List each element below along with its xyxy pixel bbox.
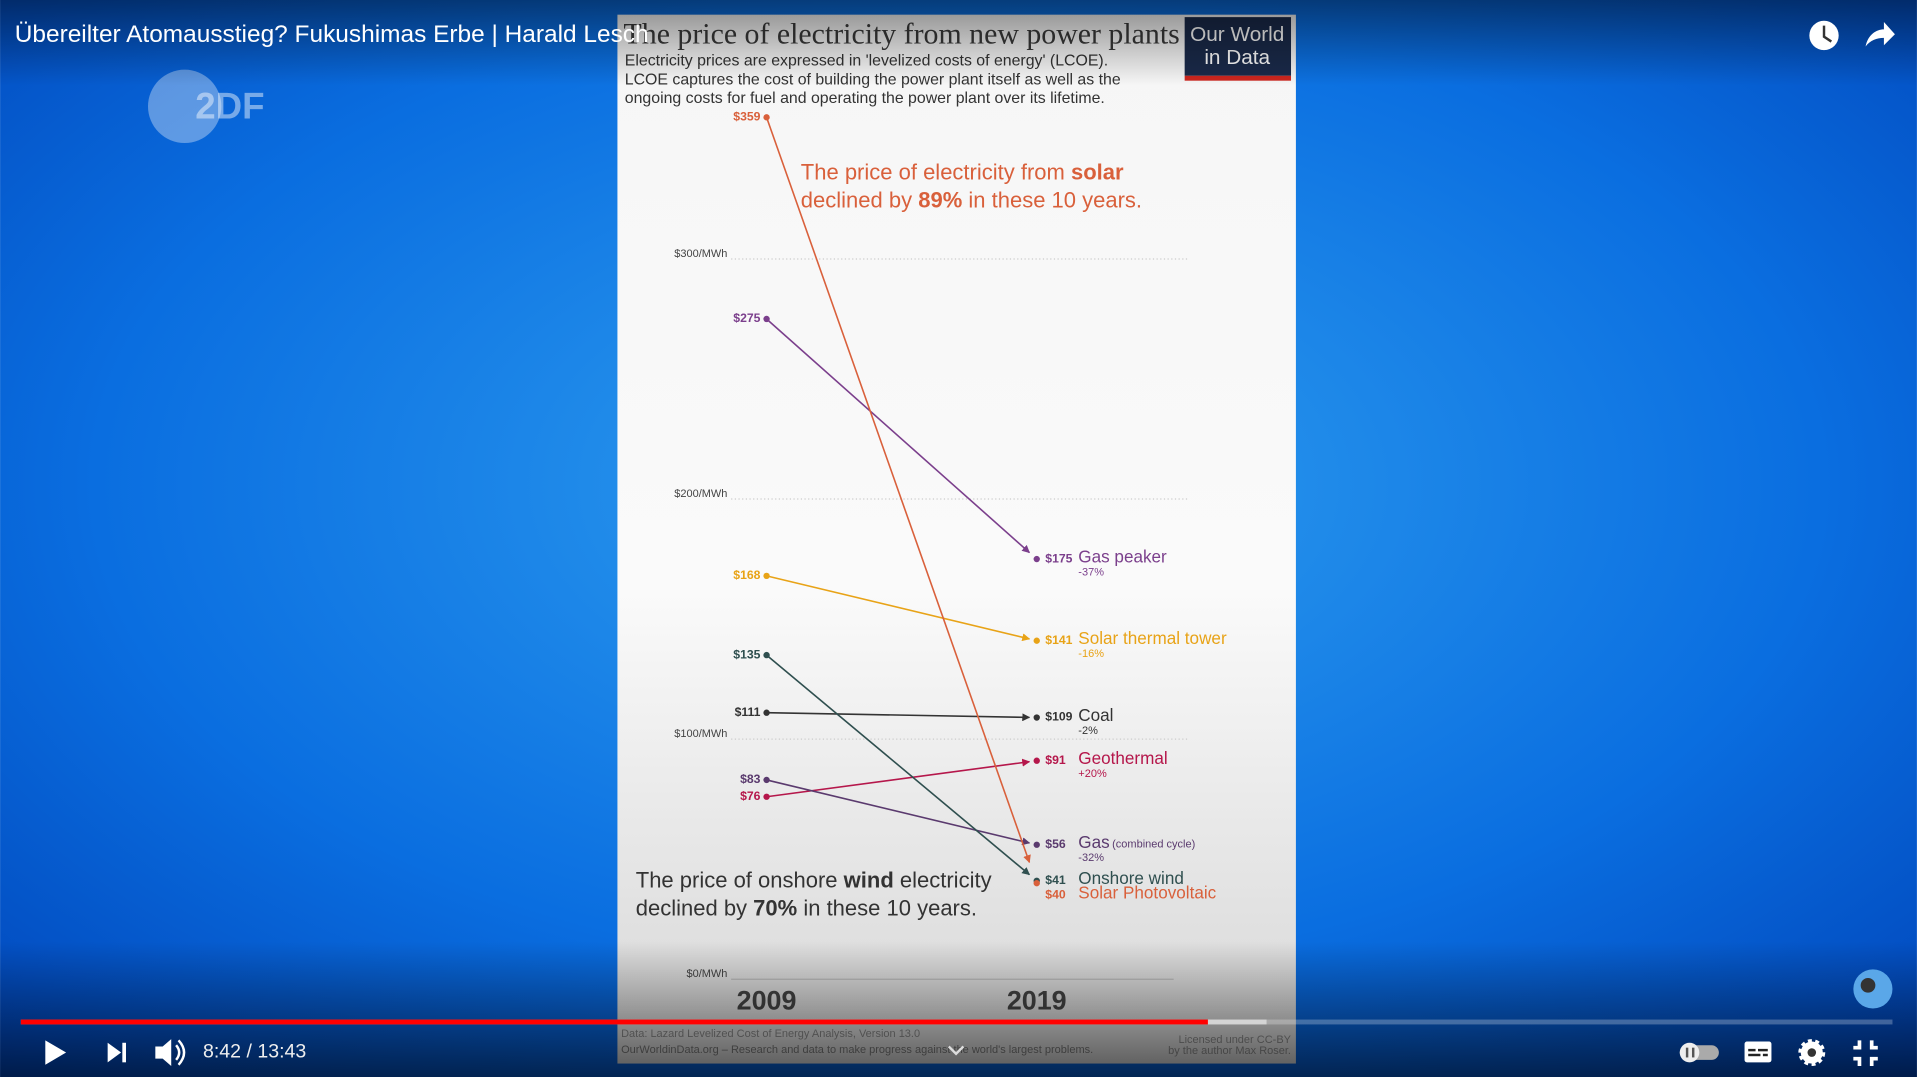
annotation-part: 70% bbox=[753, 895, 797, 920]
series-line bbox=[766, 318, 1030, 554]
annotation-part: The price of onshore bbox=[636, 867, 844, 892]
annotation-part: declined by bbox=[801, 188, 918, 213]
change-label: -37% bbox=[1078, 566, 1104, 578]
start-value-label: $111 bbox=[735, 705, 761, 719]
start-value-label: $359 bbox=[733, 110, 760, 124]
point bbox=[763, 709, 770, 716]
progress-played bbox=[20, 1019, 1208, 1025]
series-name: Geothermal bbox=[1078, 749, 1167, 768]
start-value-label: $168 bbox=[733, 568, 760, 582]
point bbox=[1033, 879, 1040, 887]
subtitles-button[interactable] bbox=[1744, 1041, 1772, 1063]
point bbox=[763, 776, 770, 784]
annotation: declined by 89% in these 10 years. bbox=[801, 188, 1142, 213]
change-label: -2% bbox=[1078, 725, 1098, 737]
annotation-part: 89% bbox=[918, 188, 962, 213]
top-shade bbox=[0, 0, 1917, 86]
y-tick-label: $100/MWh bbox=[674, 728, 727, 740]
share-button[interactable] bbox=[1865, 22, 1895, 47]
point bbox=[763, 114, 770, 121]
series-line bbox=[766, 779, 1031, 846]
video-title[interactable]: Übereilter Atomausstieg? Fukushimas Erbe… bbox=[15, 21, 649, 48]
point bbox=[1033, 841, 1040, 848]
volume-button[interactable] bbox=[155, 1039, 186, 1066]
logo-circle bbox=[147, 69, 222, 144]
next-button[interactable] bbox=[107, 1042, 126, 1063]
series-name: Solar thermal tower bbox=[1078, 629, 1227, 648]
start-value-label: $135 bbox=[733, 647, 760, 661]
point bbox=[1033, 555, 1040, 563]
annotation-part: declined by bbox=[636, 895, 753, 920]
series-name: Gas peaker bbox=[1078, 547, 1167, 566]
series-name: Gas bbox=[1078, 833, 1109, 852]
end-value-label: $91 bbox=[1045, 753, 1066, 767]
annotation: declined by 70% in these 10 years. bbox=[636, 895, 977, 920]
annotation-part: electricity bbox=[894, 867, 992, 892]
series-line bbox=[766, 654, 1031, 876]
channel-logo: 2DF bbox=[147, 69, 265, 144]
annotation-part: wind bbox=[843, 867, 894, 892]
series-name: Coal bbox=[1078, 706, 1113, 725]
end-value-label: $41 bbox=[1045, 873, 1066, 887]
point bbox=[763, 572, 770, 580]
y-tick-label: $300/MWh bbox=[674, 248, 727, 260]
chart-panel bbox=[617, 14, 1296, 1064]
series-name: Solar Photovoltaic bbox=[1078, 884, 1216, 903]
avatar[interactable] bbox=[1853, 969, 1893, 1009]
annotation-part: solar bbox=[1071, 159, 1124, 184]
annotation: The price of electricity from solar bbox=[801, 159, 1124, 184]
time-display: 8:42 / 13:43 bbox=[203, 1041, 306, 1063]
logo-text: 2DF bbox=[195, 85, 264, 126]
point bbox=[1033, 714, 1040, 721]
start-value-label: $83 bbox=[740, 772, 761, 786]
point bbox=[763, 315, 770, 323]
end-value-label: $56 bbox=[1045, 837, 1066, 851]
exit-fullscreen-button[interactable] bbox=[1853, 1040, 1878, 1066]
start-value-label: $275 bbox=[733, 311, 760, 325]
series-line bbox=[766, 711, 1031, 722]
annotation-part: in these 10 years. bbox=[797, 895, 977, 920]
settings-button[interactable] bbox=[1798, 1039, 1826, 1066]
play-button[interactable] bbox=[45, 1040, 67, 1065]
point bbox=[1033, 637, 1040, 644]
end-value-label: $175 bbox=[1045, 551, 1072, 565]
series-name-note: (combined cycle) bbox=[1112, 839, 1195, 851]
change-label: -16% bbox=[1078, 648, 1104, 660]
annotation: The price of onshore wind electricity bbox=[636, 867, 992, 892]
series-line bbox=[766, 575, 1031, 642]
end-value-label: $40 bbox=[1045, 888, 1066, 902]
y-tick-label: $200/MWh bbox=[674, 488, 727, 500]
start-value-label: $76 bbox=[740, 789, 761, 803]
chart-subtitle: ongoing costs for fuel and operating the… bbox=[625, 90, 1105, 107]
point bbox=[1033, 757, 1040, 764]
annotation-part: The price of electricity from bbox=[801, 159, 1071, 184]
end-value-label: $141 bbox=[1045, 633, 1072, 647]
watch-later-button[interactable] bbox=[1809, 20, 1839, 51]
series-line bbox=[765, 117, 1031, 864]
autoplay-toggle[interactable] bbox=[1679, 1042, 1719, 1063]
end-value-label: $109 bbox=[1045, 710, 1072, 724]
point bbox=[763, 793, 770, 800]
change-label: +20% bbox=[1078, 768, 1107, 780]
annotation-part: in these 10 years. bbox=[962, 188, 1142, 213]
point bbox=[763, 651, 770, 659]
chevron[interactable] bbox=[947, 1045, 965, 1056]
change-label: -32% bbox=[1078, 852, 1104, 864]
series-name: Onshore wind bbox=[1078, 869, 1184, 888]
bottom-shade bbox=[0, 941, 1917, 1077]
